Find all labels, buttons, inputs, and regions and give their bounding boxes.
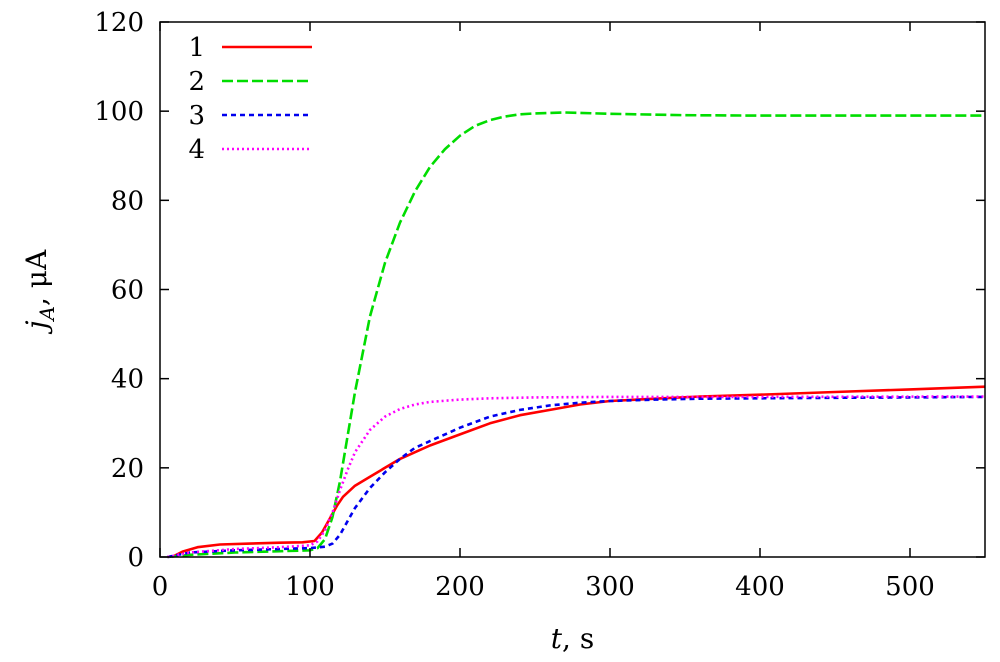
x-axis-label: t, s — [551, 622, 594, 655]
x-axis-unit: , s — [562, 622, 594, 655]
legend-label-1: 1 — [188, 33, 205, 63]
x-tick-label: 0 — [152, 572, 169, 602]
y-tick-label: 60 — [111, 276, 144, 306]
y-axis-sub: A — [35, 306, 59, 322]
y-axis-label: jA, μA — [20, 249, 59, 335]
y-axis-var: j — [20, 320, 53, 335]
y-axis-unit: , μA — [20, 249, 53, 306]
y-tick-label: 120 — [94, 8, 144, 38]
x-tick-label: 400 — [735, 572, 785, 602]
series-4-line — [167, 395, 986, 559]
legend-label-2: 2 — [188, 67, 205, 97]
y-tick-label: 80 — [111, 186, 144, 216]
series-1-line — [171, 385, 986, 559]
series-layer — [167, 111, 986, 559]
series-3-line — [167, 395, 986, 559]
y-tick-label: 40 — [111, 365, 144, 395]
x-tick-label: 200 — [435, 572, 485, 602]
y-tick-label: 100 — [94, 97, 144, 127]
y-tick-label: 20 — [111, 454, 144, 484]
ticks-layer: 0 100 200 300 400 500 0 20 40 60 80 100 120 — [94, 8, 985, 602]
x-tick-label: 100 — [285, 572, 335, 602]
x-tick-label: 500 — [885, 572, 935, 602]
plot-frame — [159, 21, 986, 558]
x-tick-label: 300 — [585, 572, 635, 602]
series-2-line — [167, 111, 985, 559]
legend: 1 2 3 4 — [188, 33, 312, 165]
legend-label-4: 4 — [188, 135, 205, 165]
y-tick-label: 0 — [127, 543, 144, 573]
x-axis-var: t — [551, 622, 563, 655]
legend-label-3: 3 — [188, 101, 205, 131]
